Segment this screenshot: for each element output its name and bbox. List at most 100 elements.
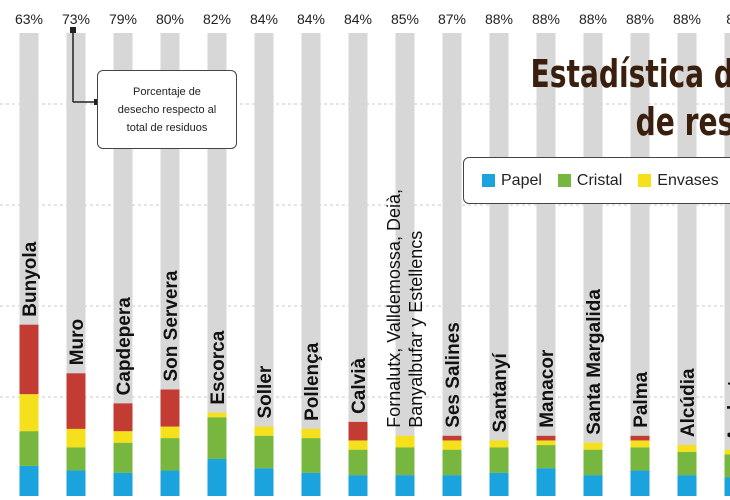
- legend-item-papel: Papel: [482, 172, 542, 190]
- municipality-label: Manacor: [537, 349, 558, 428]
- bar-segment-resto: [19, 324, 39, 395]
- bar-segment-papel: [207, 458, 227, 496]
- bar-segment-envases: [677, 445, 697, 453]
- bar-segment-envases: [630, 440, 650, 448]
- bar-segment-resto: [630, 435, 650, 441]
- percent-label: 85%: [391, 11, 419, 27]
- bar-segment-papel: [301, 472, 321, 496]
- bar-segment-cristal: [113, 442, 133, 473]
- bar-segment-envases: [301, 428, 321, 439]
- bar-segment-resto: [160, 389, 180, 427]
- bar-segment-papel: [442, 475, 462, 496]
- percent-label: 88%: [579, 11, 607, 27]
- municipality-label: Santa Margalida: [584, 289, 605, 435]
- bar-segment-envases: [724, 449, 730, 455]
- percent-labels: 63% 73% 79% 80% 82% 84% 84% 84% 85% 87% 88% 88% 88% 8…: [15, 11, 730, 27]
- bar-segment-cristal: [583, 449, 603, 476]
- bars-group: [19, 33, 730, 496]
- bar-segment-cristal: [489, 447, 509, 473]
- bar-segment-cristal: [207, 417, 227, 459]
- percent-label: 82%: [203, 11, 231, 27]
- municipality-label: Muro: [67, 319, 88, 365]
- municipality-label: Ses Salines: [443, 322, 464, 428]
- bar-track: [348, 33, 368, 496]
- municipality-label: Capdepera: [114, 297, 135, 396]
- bar-segment-cristal: [254, 435, 274, 469]
- bar-segment-cristal: [630, 447, 650, 471]
- legend-label: Cristal: [576, 171, 623, 189]
- percent-label: 79%: [109, 11, 137, 27]
- bar-track: [583, 33, 603, 496]
- bar-segment-papel: [254, 468, 274, 496]
- bar-segment-papel: [66, 470, 86, 496]
- municipality-label: Fornalutx, Valldemossa, Deià,: [384, 189, 404, 428]
- percent-label: 80%: [156, 11, 184, 27]
- municipality-label: Alcúdia: [678, 368, 699, 437]
- bar-segment-cristal: [19, 431, 39, 466]
- bar-segment-papel: [395, 475, 415, 496]
- bar-segment-cristal: [536, 445, 556, 469]
- municipality-labels: Bunyola Muro Capdepera Son Servera Escorca So…: [20, 189, 730, 442]
- bar-segment-envases: [348, 440, 368, 450]
- bar-segment-envases: [489, 440, 509, 448]
- percent-label: 87%: [438, 11, 466, 27]
- bar-segment-cristal: [348, 449, 368, 476]
- bar-segment-papel: [536, 468, 556, 496]
- bar-segment-resto: [66, 373, 86, 429]
- bar-segment-envases: [583, 442, 603, 450]
- bar-segment-cristal: [395, 447, 415, 476]
- bar-segment-papel: [677, 475, 697, 496]
- bar-segment-cristal: [442, 449, 462, 476]
- bar-segment-cristal: [66, 447, 86, 471]
- bar-segment-papel: [630, 470, 650, 496]
- legend-swatch: [638, 174, 652, 187]
- municipality-label: Banyalbufar y Estellencs: [406, 231, 426, 428]
- municipality-label: Santanyí: [490, 353, 511, 433]
- bar-segment-envases: [442, 440, 462, 450]
- percent-label: 88%: [626, 11, 654, 27]
- municipality-label: Son Servera: [161, 270, 182, 381]
- bar-segment-resto: [113, 403, 133, 432]
- legend: Papel Cristal Envases: [463, 157, 730, 204]
- municipality-label: Calvià: [349, 358, 370, 414]
- chart-title-line2: de res: [635, 100, 730, 144]
- percent-label: 88%: [532, 11, 560, 27]
- bar-segment-papel: [489, 472, 509, 496]
- bar-track: [442, 33, 462, 496]
- percent-label: 89: [726, 11, 730, 27]
- annotation-box: Porcentaje de desecho respecto al total …: [97, 70, 237, 149]
- bar-segment-papel: [160, 470, 180, 496]
- bar-segment-papel: [19, 465, 39, 496]
- bar-segment-cristal: [160, 438, 180, 471]
- percent-label: 88%: [485, 11, 513, 27]
- bar-segment-papel: [724, 477, 730, 496]
- bar-segment-envases: [254, 426, 274, 436]
- legend-item-envases: Envases: [638, 172, 719, 190]
- percent-label: 84%: [344, 11, 372, 27]
- bar-segment-cristal: [724, 454, 730, 478]
- percent-label: 73%: [62, 11, 90, 27]
- bar-track: [677, 33, 697, 496]
- bar-segment-resto: [442, 435, 462, 441]
- bar-segment-envases: [207, 412, 227, 418]
- bar-track: [489, 33, 509, 496]
- percent-label: 63%: [15, 11, 43, 27]
- bar-segment-envases: [66, 428, 86, 448]
- municipality-label: Palma: [631, 371, 652, 427]
- bar-track: [301, 33, 321, 496]
- annotation-text: Porcentaje de desecho respecto al total …: [117, 85, 217, 134]
- bar-segment-papel: [583, 475, 603, 496]
- bar-segment-resto: [348, 421, 368, 441]
- percent-label: 84%: [297, 11, 325, 27]
- bar-segment-envases: [536, 440, 556, 446]
- bar-track: [395, 33, 415, 496]
- bar-segment-cristal: [301, 438, 321, 473]
- bar-segment-papel: [113, 472, 133, 496]
- legend-label: Papel: [501, 171, 542, 189]
- bar-track: [536, 33, 556, 496]
- bar-segment-papel: [348, 475, 368, 496]
- bar-segment-cristal: [677, 452, 697, 476]
- percent-label: 88%: [673, 11, 701, 27]
- bar-segment-resto: [536, 435, 556, 441]
